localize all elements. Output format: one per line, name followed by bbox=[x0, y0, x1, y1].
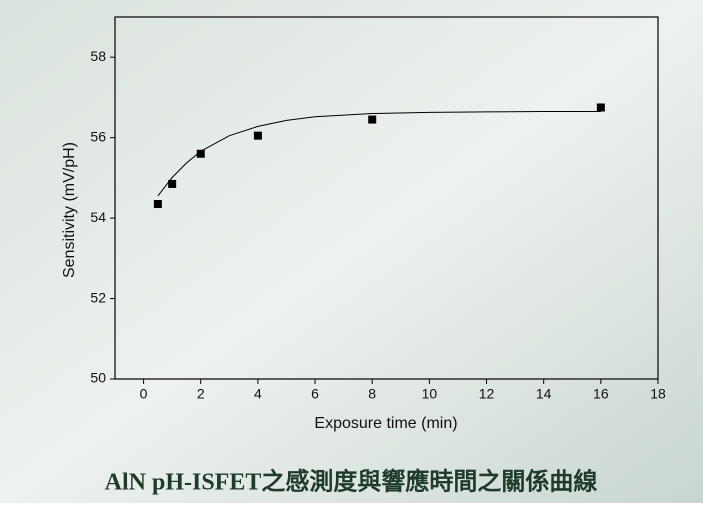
y-tick-label: 52 bbox=[90, 289, 106, 305]
data-point bbox=[368, 115, 377, 124]
chart-title: AlN pH-ISFET之感測度與響應時間之關係曲線 bbox=[105, 468, 598, 496]
plot-frame bbox=[114, 16, 659, 380]
x-tick-label: 2 bbox=[197, 386, 205, 402]
y-tick-label: 58 bbox=[90, 48, 106, 64]
data-point bbox=[153, 200, 162, 209]
x-tick-label: 16 bbox=[593, 386, 609, 402]
y-tick-label: 54 bbox=[90, 209, 106, 225]
x-tick-label: 12 bbox=[479, 386, 495, 402]
y-tick-label: 56 bbox=[90, 128, 106, 144]
x-tick-label: 10 bbox=[422, 386, 438, 402]
data-point bbox=[168, 179, 177, 188]
data-point bbox=[596, 103, 605, 112]
x-tick-label: 18 bbox=[650, 386, 666, 402]
x-axis-label: Exposure time (min) bbox=[314, 415, 457, 432]
data-point bbox=[253, 131, 262, 140]
x-tick-label: 8 bbox=[368, 386, 376, 402]
y-tick-label: 50 bbox=[90, 370, 106, 386]
data-point bbox=[196, 149, 205, 158]
x-tick-label: 6 bbox=[311, 386, 319, 402]
x-tick-label: 4 bbox=[254, 386, 262, 402]
fit-curve bbox=[157, 111, 601, 197]
x-tick-label: 14 bbox=[536, 386, 552, 402]
x-tick-label: 0 bbox=[140, 386, 148, 402]
y-axis-label: Sensitivity (mV/pH) bbox=[61, 142, 78, 278]
